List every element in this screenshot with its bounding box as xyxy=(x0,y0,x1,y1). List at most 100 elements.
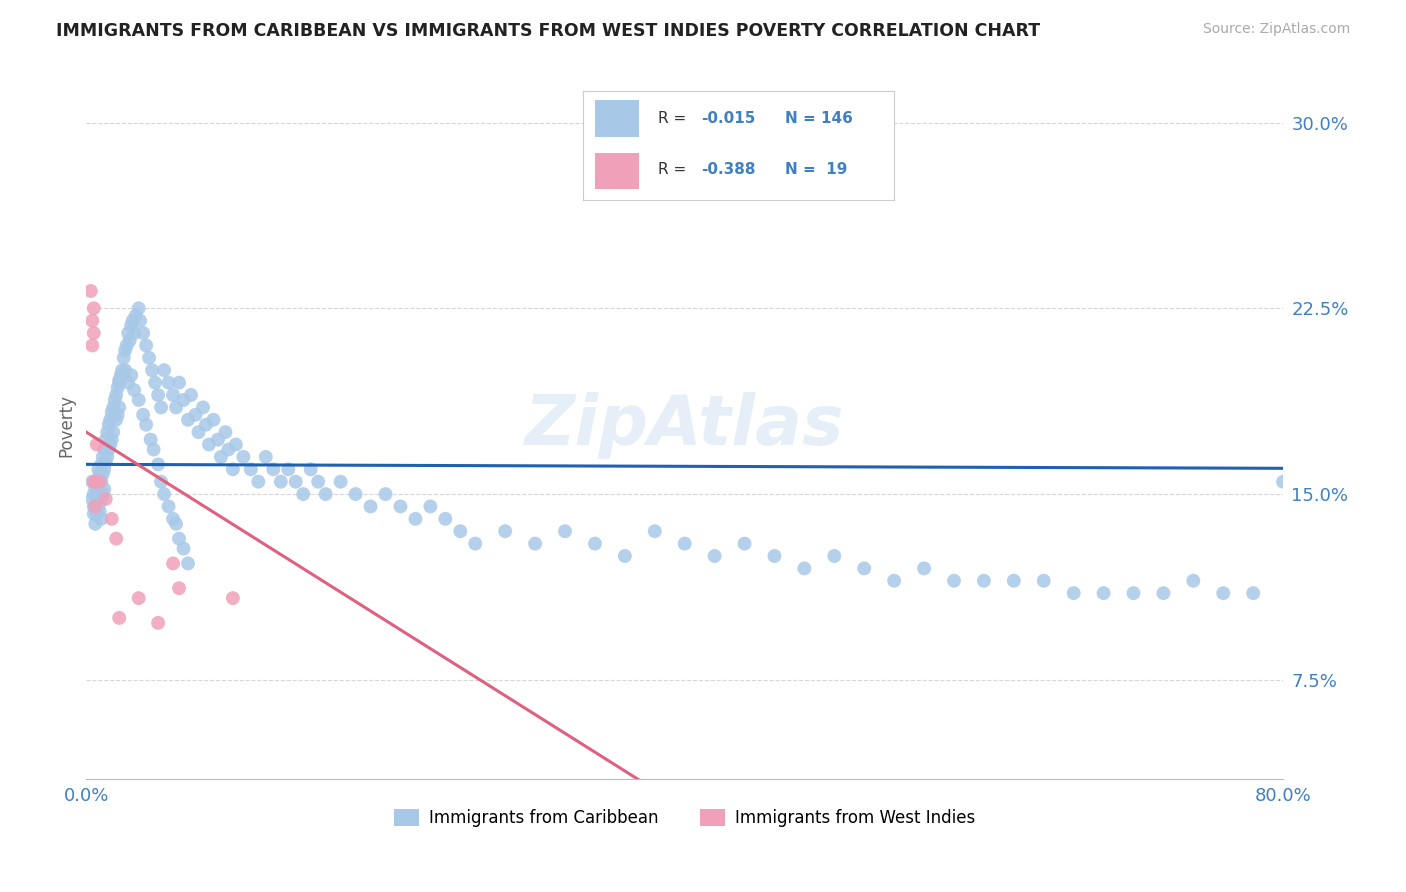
Point xyxy=(83,301,105,316)
Point xyxy=(104,392,127,407)
Point xyxy=(1302,467,1324,482)
Point xyxy=(763,549,786,563)
Point xyxy=(135,338,157,352)
Point xyxy=(128,392,150,407)
Point xyxy=(277,462,299,476)
Point xyxy=(262,462,284,476)
Point xyxy=(84,500,107,514)
Point xyxy=(94,433,117,447)
Point xyxy=(150,475,173,489)
Point xyxy=(613,549,636,563)
Point xyxy=(823,549,845,563)
Point xyxy=(194,417,217,432)
Point xyxy=(107,408,129,422)
Point xyxy=(82,314,104,328)
Point xyxy=(449,524,471,539)
Point xyxy=(108,376,131,390)
Point xyxy=(83,507,105,521)
Point xyxy=(360,500,382,514)
Point xyxy=(108,611,131,625)
Point xyxy=(97,417,120,432)
Point xyxy=(1032,574,1054,588)
Point xyxy=(107,380,129,394)
Text: IMMIGRANTS FROM CARIBBEAN VS IMMIGRANTS FROM WEST INDIES POVERTY CORRELATION CHA: IMMIGRANTS FROM CARIBBEAN VS IMMIGRANTS … xyxy=(56,22,1040,40)
Point xyxy=(122,383,145,397)
Point xyxy=(1182,574,1205,588)
Point xyxy=(108,401,131,415)
Point xyxy=(112,351,135,365)
Point xyxy=(89,475,111,489)
Point xyxy=(198,437,221,451)
Point xyxy=(307,475,329,489)
Point xyxy=(146,388,169,402)
Point xyxy=(103,401,125,415)
Point xyxy=(247,475,270,489)
Point xyxy=(83,487,105,501)
Point xyxy=(329,475,352,489)
Point xyxy=(138,351,160,365)
Point xyxy=(100,405,122,419)
Point xyxy=(464,536,486,550)
Point xyxy=(82,491,104,506)
Point xyxy=(122,326,145,340)
Point xyxy=(83,475,105,489)
Point xyxy=(292,487,315,501)
Point xyxy=(912,561,935,575)
Point xyxy=(89,487,111,501)
Point xyxy=(139,433,162,447)
Point xyxy=(84,475,107,489)
Point xyxy=(93,442,115,457)
Point xyxy=(150,401,173,415)
Point xyxy=(146,458,169,472)
Point xyxy=(1092,586,1115,600)
Point xyxy=(232,450,254,464)
Point xyxy=(284,475,307,489)
Point xyxy=(132,408,155,422)
Point xyxy=(883,574,905,588)
Point xyxy=(222,462,245,476)
Point xyxy=(943,574,966,588)
Point xyxy=(120,368,142,383)
Point xyxy=(162,557,184,571)
Point xyxy=(299,462,322,476)
Point xyxy=(111,363,134,377)
Point xyxy=(121,314,143,328)
Point xyxy=(111,368,134,383)
Point xyxy=(120,318,142,333)
Point xyxy=(157,376,180,390)
Point xyxy=(162,512,184,526)
Point xyxy=(91,450,114,464)
Point xyxy=(114,363,136,377)
Point xyxy=(419,500,441,514)
Point xyxy=(1122,586,1144,600)
Point xyxy=(153,487,176,501)
Point xyxy=(100,512,122,526)
Point xyxy=(90,458,112,472)
Point xyxy=(90,475,112,489)
Point xyxy=(1212,586,1234,600)
Point xyxy=(84,516,107,531)
Point xyxy=(128,591,150,606)
Point xyxy=(128,301,150,316)
Point xyxy=(389,500,412,514)
Point xyxy=(173,541,195,556)
Point xyxy=(270,475,292,489)
Point xyxy=(165,401,187,415)
Point xyxy=(583,536,606,550)
Point xyxy=(157,500,180,514)
Point xyxy=(207,433,229,447)
Point xyxy=(162,388,184,402)
Point xyxy=(239,462,262,476)
Point xyxy=(86,491,108,506)
Point xyxy=(254,450,277,464)
Point xyxy=(184,408,207,422)
Point xyxy=(524,536,547,550)
Point xyxy=(167,581,190,595)
Point xyxy=(146,615,169,630)
Point xyxy=(734,536,756,550)
Point xyxy=(105,413,128,427)
Point xyxy=(132,326,155,340)
Point xyxy=(404,512,426,526)
Point xyxy=(80,284,103,298)
Point xyxy=(644,524,666,539)
